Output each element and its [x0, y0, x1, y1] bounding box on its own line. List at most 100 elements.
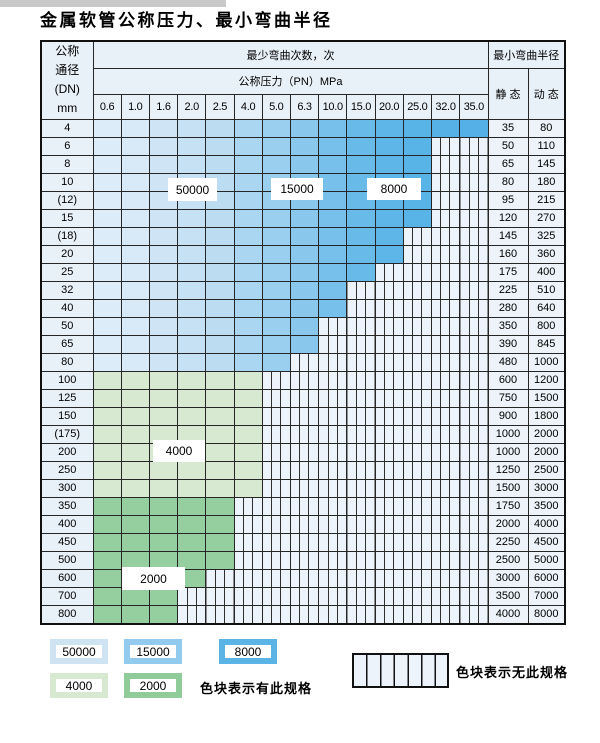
- pressure-cell: [289, 244, 320, 264]
- dynamic-radius-value: 2000: [527, 424, 566, 444]
- legend-has-spec-note: 色块表示有此规格: [200, 681, 313, 696]
- static-radius-value: 80: [487, 172, 529, 192]
- pressure-cell: [205, 262, 235, 282]
- pressure-cell: [459, 568, 489, 588]
- pressure-cell: [120, 514, 150, 534]
- pressure-cell: [374, 226, 404, 246]
- zone-label-2000: 2000: [122, 567, 185, 590]
- pressure-cell: [459, 262, 489, 282]
- pressure-cell: [402, 334, 432, 354]
- static-radius-value: 350: [487, 316, 529, 336]
- bend-cycles-header: 最少弯曲次数，次: [92, 40, 489, 69]
- pressure-cell: [205, 280, 235, 300]
- pressure-cell: [459, 190, 489, 210]
- pressure-cell: [430, 370, 461, 390]
- pressure-cell: [459, 478, 489, 498]
- pressure-cell: [92, 568, 122, 588]
- dynamic-radius-value: 8000: [527, 604, 566, 624]
- pressure-cell: [233, 406, 263, 426]
- dynamic-radius-value: 6000: [527, 568, 566, 588]
- pressure-cell: [92, 586, 122, 606]
- pressure-cell: [177, 244, 207, 264]
- pressure-cell: [177, 406, 207, 426]
- pressure-cell: [430, 280, 461, 300]
- dn-value: 350: [40, 496, 94, 516]
- pressure-cell: [120, 172, 150, 192]
- pressure-cell: [402, 550, 432, 570]
- pressure-cell: [205, 604, 235, 624]
- pressure-cell: [205, 568, 235, 588]
- pressure-cell: [205, 154, 235, 174]
- table-row: 8 65 145: [40, 154, 566, 174]
- pressure-cell: [261, 478, 291, 498]
- legend-chip-4000: 4000: [50, 673, 108, 698]
- pressure-cell: [148, 532, 179, 552]
- dynamic-radius-value: 800: [527, 316, 566, 336]
- pressure-cell: [346, 532, 376, 552]
- pressure-cell: [346, 370, 376, 390]
- dn-value: 125: [40, 388, 94, 408]
- pressure-cell: [374, 514, 404, 534]
- pressure-cell: [233, 352, 263, 372]
- pressure-cell: [459, 514, 489, 534]
- pressure-col-header: 35.0: [459, 93, 489, 120]
- static-radius-value: 2500: [487, 550, 529, 570]
- static-radius-value: 3000: [487, 568, 529, 588]
- pressure-cell: [459, 604, 489, 624]
- pressure-cell: [318, 442, 348, 462]
- pressure-cell: [233, 532, 263, 552]
- pressure-cell: [402, 298, 432, 318]
- pressure-cell: [289, 442, 320, 462]
- dn-value: 65: [40, 334, 94, 354]
- dn-value: 300: [40, 478, 94, 498]
- dynamic-radius-value: 510: [527, 280, 566, 300]
- pressure-cell: [233, 208, 263, 228]
- pressure-cell: [205, 118, 235, 138]
- pressure-cell: [289, 604, 320, 624]
- dynamic-radius-value: 325: [527, 226, 566, 246]
- pressure-cell: [148, 352, 179, 372]
- dn-header-line: 公称: [55, 44, 80, 59]
- pressure-cell: [430, 136, 461, 156]
- pressure-cell: [318, 568, 348, 588]
- pressure-cell: [233, 604, 263, 624]
- pressure-cell: [459, 532, 489, 552]
- pressure-cell: [318, 532, 348, 552]
- pressure-cell: [289, 424, 320, 444]
- pressure-cell: [205, 532, 235, 552]
- pressure-cell: [233, 298, 263, 318]
- pressure-cell: [318, 586, 348, 606]
- pressure-cell: [346, 496, 376, 516]
- pressure-cell: [374, 244, 404, 264]
- pressure-cell: [233, 442, 263, 462]
- static-radius-value: 1500: [487, 478, 529, 498]
- dn-value: 250: [40, 460, 94, 480]
- pressure-cell: [120, 190, 150, 210]
- pressure-cell: [261, 370, 291, 390]
- pressure-cell: [92, 604, 122, 624]
- dynamic-radius-value: 1000: [527, 352, 566, 372]
- pressure-cell: [346, 316, 376, 336]
- pressure-cell: [459, 298, 489, 318]
- pressure-cell: [233, 460, 263, 480]
- pressure-cell: [430, 586, 461, 606]
- pressure-cell: [374, 550, 404, 570]
- pressure-cell: [402, 388, 432, 408]
- pressure-cell: [120, 352, 150, 372]
- zone-label-8000: 8000: [367, 178, 421, 200]
- table-row: 4 35 80: [40, 118, 566, 138]
- pressure-cell: [148, 388, 179, 408]
- dn-value: 400: [40, 514, 94, 534]
- pressure-cell: [318, 370, 348, 390]
- static-radius-value: 480: [487, 352, 529, 372]
- pressure-cell: [120, 136, 150, 156]
- dynamic-radius-value: 3000: [527, 478, 566, 498]
- pressure-cell: [148, 424, 179, 444]
- pressure-cell: [346, 388, 376, 408]
- pressure-cell: [261, 280, 291, 300]
- dynamic-radius-value: 180: [527, 172, 566, 192]
- pressure-cell: [402, 424, 432, 444]
- pressure-cell: [233, 496, 263, 516]
- pressure-cell: [261, 496, 291, 516]
- pressure-cell: [120, 334, 150, 354]
